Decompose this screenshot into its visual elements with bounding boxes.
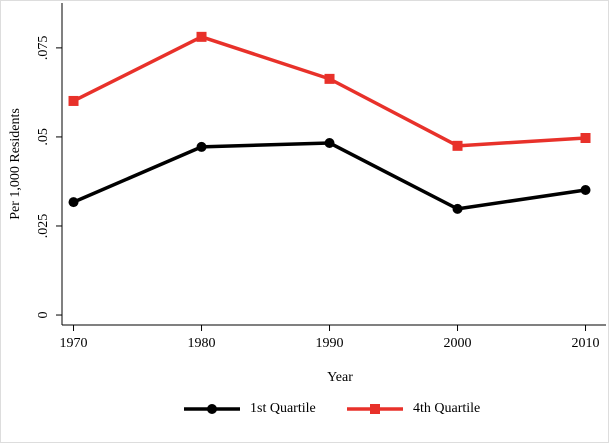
y-tick-label: .075 [36,36,51,61]
marker [452,203,463,214]
x-tick-label: 2000 [444,336,472,351]
marker [580,132,591,143]
legend-marker [370,404,380,414]
marker [68,95,79,106]
y-tick-label: .025 [36,214,51,239]
legend-label: 4th Quartile [413,401,480,416]
x-tick-label: 1970 [60,336,88,351]
legend-label: 1st Quartile [250,401,316,416]
y-tick-label: .05 [36,128,51,146]
marker [196,31,207,42]
marker [196,141,207,152]
y-tick-label: 0 [36,312,51,319]
marker [68,197,79,208]
x-tick-label: 1990 [316,336,344,351]
y-axis-label: Per 1,000 Residents [8,108,23,220]
x-tick-label: 2010 [572,336,600,351]
marker [452,140,463,151]
marker [324,137,335,148]
marker [324,73,335,84]
x-axis-label: Year [327,370,353,385]
marker [580,185,591,196]
x-tick-label: 1980 [188,336,216,351]
legend-marker [207,404,217,414]
